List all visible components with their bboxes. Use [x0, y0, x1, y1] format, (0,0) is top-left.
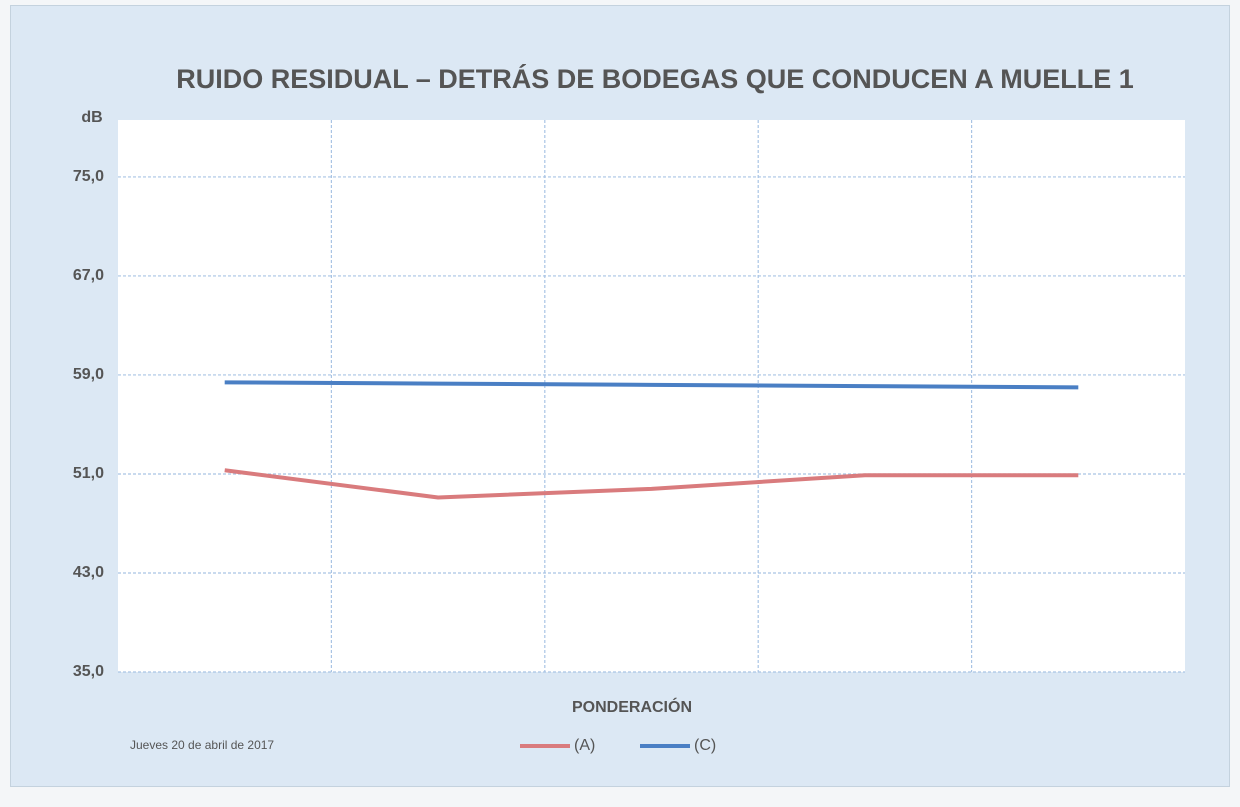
series-line	[224, 468, 1079, 500]
y-tick-label: 59,0	[73, 366, 104, 383]
y-tick-label: 35,0	[73, 663, 104, 680]
y-tick-label: 67,0	[73, 267, 104, 284]
note: Jueves 20 de abril de 2017	[130, 738, 274, 752]
y-tick-label: 43,0	[73, 564, 104, 581]
x-axis-label: PONDERACIÓN	[572, 697, 692, 716]
y-tick-label: 51,0	[73, 465, 104, 482]
y-axis-label: dB	[81, 109, 102, 126]
legend-label: (C)	[694, 737, 716, 754]
chart-title: RUIDO RESIDUAL – DETRÁS DE BODEGAS QUE C…	[176, 64, 1134, 94]
y-tick-label: 75,0	[73, 168, 104, 185]
series-line	[224, 380, 1079, 390]
legend-label: (A)	[574, 737, 595, 754]
plot-area	[118, 120, 1185, 672]
